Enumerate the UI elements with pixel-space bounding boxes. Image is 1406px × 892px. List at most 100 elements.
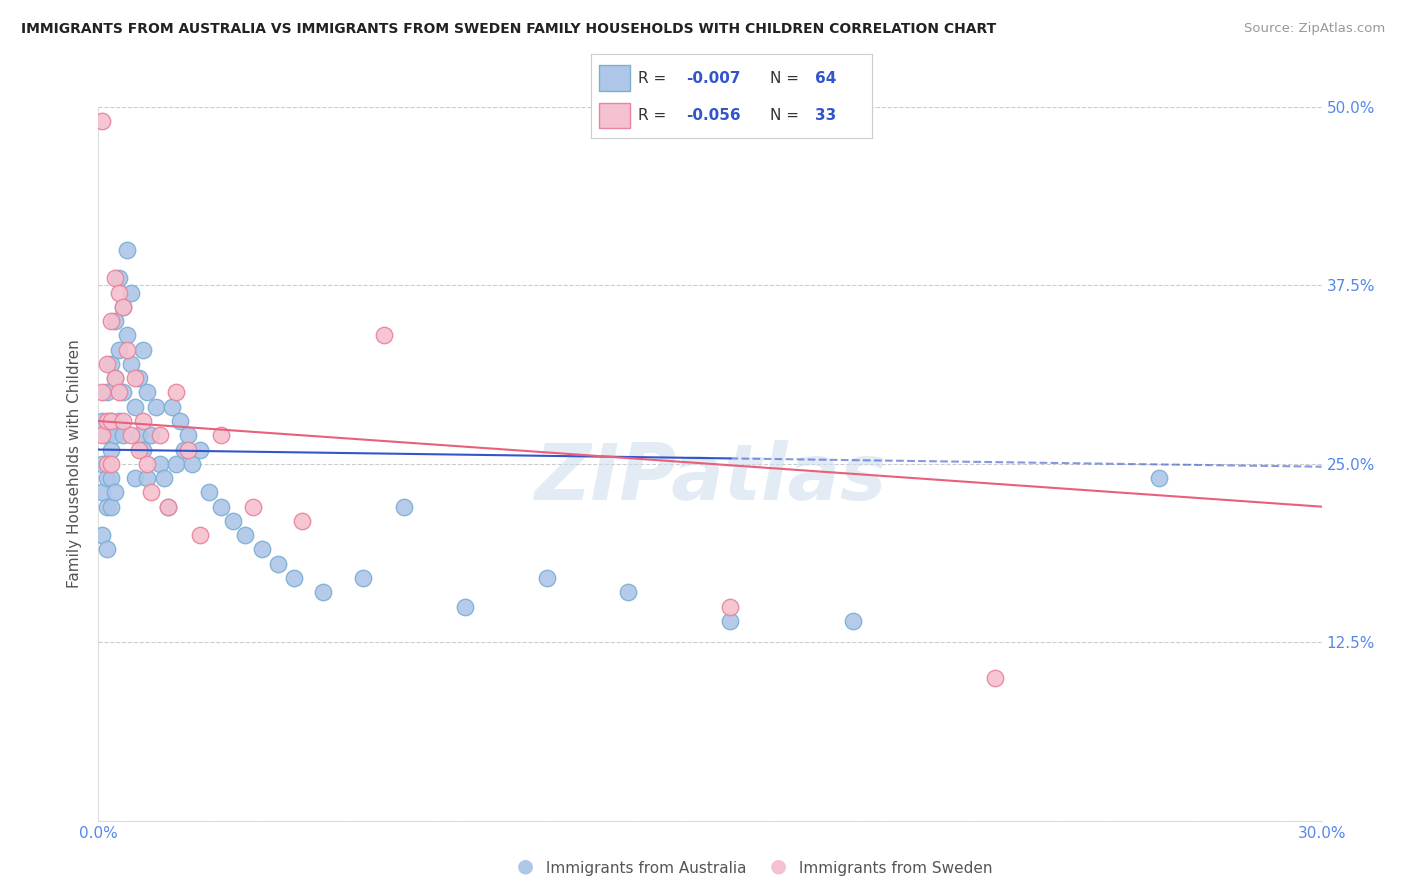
Point xyxy=(111,428,134,442)
Point xyxy=(111,385,134,400)
FancyBboxPatch shape xyxy=(599,65,630,91)
Point xyxy=(108,343,131,357)
Point xyxy=(392,500,416,514)
Point xyxy=(91,528,114,542)
Point xyxy=(536,571,558,585)
Point xyxy=(115,243,138,257)
Point xyxy=(96,385,118,400)
Point xyxy=(100,414,122,428)
Point xyxy=(233,528,256,542)
Point xyxy=(100,314,122,328)
Text: Immigrants from Sweden: Immigrants from Sweden xyxy=(794,861,993,876)
Point xyxy=(115,343,138,357)
Point xyxy=(115,328,138,343)
Text: Immigrants from Australia: Immigrants from Australia xyxy=(541,861,747,876)
Text: N =: N = xyxy=(770,108,804,123)
Text: Source: ZipAtlas.com: Source: ZipAtlas.com xyxy=(1244,22,1385,36)
Point xyxy=(720,614,742,628)
Point xyxy=(128,428,150,442)
Point xyxy=(124,400,146,414)
Point xyxy=(291,514,314,528)
Point xyxy=(169,414,191,428)
Point xyxy=(124,471,146,485)
Point xyxy=(165,385,187,400)
Point xyxy=(617,585,640,599)
Point xyxy=(111,414,134,428)
Point xyxy=(108,271,131,285)
Point xyxy=(165,457,187,471)
Point xyxy=(91,385,114,400)
Text: 64: 64 xyxy=(815,70,837,86)
Point xyxy=(120,285,142,300)
Point xyxy=(104,271,127,285)
Point xyxy=(283,571,305,585)
Point xyxy=(156,500,179,514)
Point xyxy=(96,542,118,557)
Point xyxy=(1147,471,1170,485)
Point xyxy=(96,471,118,485)
Point xyxy=(111,300,134,314)
Point xyxy=(454,599,477,614)
Point xyxy=(132,442,155,457)
Point xyxy=(188,442,212,457)
Point xyxy=(136,457,159,471)
Point xyxy=(242,500,264,514)
Point xyxy=(136,471,159,485)
Point xyxy=(841,614,863,628)
Point xyxy=(209,428,232,442)
Point xyxy=(152,471,174,485)
Text: IMMIGRANTS FROM AUSTRALIA VS IMMIGRANTS FROM SWEDEN FAMILY HOUSEHOLDS WITH CHILD: IMMIGRANTS FROM AUSTRALIA VS IMMIGRANTS … xyxy=(21,22,997,37)
Point xyxy=(128,442,150,457)
Point xyxy=(108,414,131,428)
Point xyxy=(91,485,114,500)
Point xyxy=(100,414,122,428)
Point xyxy=(149,428,172,442)
Point xyxy=(111,300,134,314)
Text: N =: N = xyxy=(770,70,804,86)
Point xyxy=(104,314,127,328)
Point xyxy=(96,357,118,371)
Point xyxy=(160,400,183,414)
Text: -0.056: -0.056 xyxy=(686,108,741,123)
Text: R =: R = xyxy=(638,70,672,86)
Point xyxy=(984,671,1007,685)
Point xyxy=(120,428,142,442)
FancyBboxPatch shape xyxy=(599,103,630,128)
Point xyxy=(720,599,742,614)
Point xyxy=(96,428,118,442)
Point xyxy=(156,500,179,514)
Point xyxy=(197,485,219,500)
Point xyxy=(373,328,395,343)
Point xyxy=(91,414,114,428)
Point xyxy=(136,385,159,400)
Point xyxy=(250,542,273,557)
Point xyxy=(141,485,163,500)
Text: ZIPatlas: ZIPatlas xyxy=(534,440,886,516)
Point xyxy=(267,557,290,571)
Point xyxy=(188,528,212,542)
Point xyxy=(312,585,335,599)
Point xyxy=(96,500,118,514)
Point xyxy=(177,442,200,457)
Point xyxy=(100,457,122,471)
Point xyxy=(120,357,142,371)
Point xyxy=(100,471,122,485)
Point xyxy=(91,114,114,128)
Text: -0.007: -0.007 xyxy=(686,70,741,86)
Point xyxy=(209,500,232,514)
Point xyxy=(104,371,127,385)
Point xyxy=(181,457,204,471)
Text: 33: 33 xyxy=(815,108,837,123)
Point xyxy=(222,514,245,528)
Point xyxy=(100,500,122,514)
Point xyxy=(173,442,195,457)
Point xyxy=(177,428,200,442)
Point xyxy=(141,428,163,442)
Text: R =: R = xyxy=(638,108,672,123)
Point xyxy=(132,343,155,357)
Text: ●: ● xyxy=(770,857,787,876)
Point xyxy=(104,371,127,385)
Point xyxy=(91,457,114,471)
Y-axis label: Family Households with Children: Family Households with Children xyxy=(67,340,83,588)
Point xyxy=(108,285,131,300)
